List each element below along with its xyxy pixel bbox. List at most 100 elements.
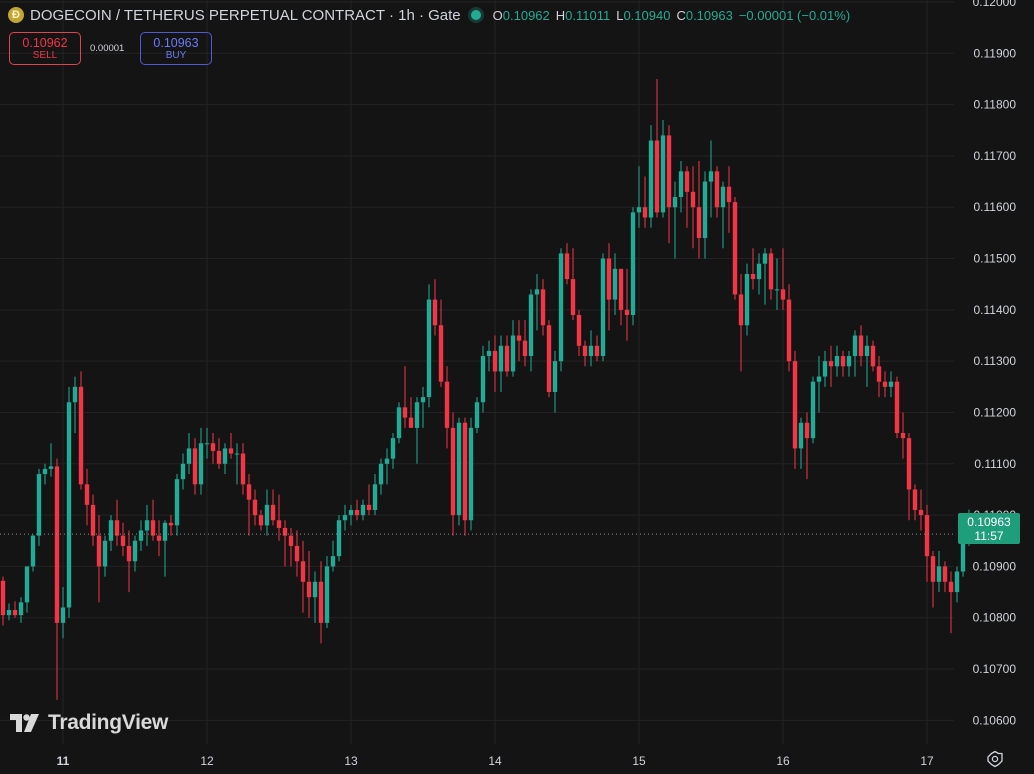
candle	[462, 417, 468, 536]
candle-body	[858, 335, 864, 357]
candle	[6, 603, 12, 621]
candle-body	[462, 422, 468, 521]
candle	[384, 448, 390, 485]
candle-body	[138, 530, 144, 541]
candle-body	[528, 294, 534, 357]
price-tick-label: 0.10800	[973, 611, 1017, 625]
candle	[792, 350, 798, 469]
candle	[558, 248, 564, 372]
candle	[918, 489, 924, 531]
price-axis[interactable]: 0.106000.107000.108000.109000.110000.111…	[973, 0, 1017, 727]
candle	[246, 474, 252, 536]
candle	[546, 320, 552, 398]
candle	[840, 350, 846, 377]
candle	[720, 181, 726, 249]
candle-body	[564, 253, 570, 280]
candle-body	[750, 273, 756, 280]
candle-body	[504, 345, 510, 372]
candle-body	[402, 407, 408, 418]
candle	[474, 397, 480, 434]
buy-button[interactable]: 0.10963 BUY	[140, 32, 212, 65]
candle-body	[594, 345, 600, 357]
sell-button[interactable]: 0.10962 SELL	[9, 32, 81, 65]
candle-body	[432, 299, 438, 326]
open-value: 0.10962	[502, 7, 550, 23]
candle-body	[762, 253, 768, 264]
candle-body	[336, 520, 342, 557]
candle	[48, 443, 54, 477]
candle	[762, 248, 768, 305]
candle	[192, 438, 198, 495]
candle-body	[738, 294, 744, 326]
candle-body	[36, 474, 42, 536]
candle	[810, 376, 816, 444]
candle	[228, 433, 234, 459]
candle	[930, 551, 936, 608]
candle	[210, 433, 216, 464]
candle	[786, 284, 792, 372]
candle	[576, 309, 582, 357]
candle	[702, 171, 708, 259]
candle-body	[828, 361, 834, 367]
symbol-title[interactable]: DOGECOIN / TETHERUS PERPETUAL CONTRACT ·…	[30, 6, 461, 24]
time-tick-label: 16	[776, 754, 790, 768]
candle-body	[702, 181, 708, 239]
gear-icon[interactable]	[986, 750, 1004, 768]
candle-body	[294, 545, 300, 562]
candle	[354, 499, 360, 521]
candle-body	[768, 253, 774, 290]
candle	[270, 489, 276, 526]
candle-body	[270, 504, 276, 521]
candle	[66, 386, 72, 618]
candle-body	[744, 273, 750, 326]
candle-body	[630, 212, 636, 315]
candle-body	[288, 535, 294, 546]
time-tick-label: 14	[488, 754, 502, 768]
candle	[96, 515, 102, 603]
candle	[552, 350, 558, 413]
candle-body	[48, 466, 54, 469]
price-tick-label: 0.10700	[973, 662, 1017, 676]
candle	[294, 530, 300, 577]
candle-body	[192, 448, 198, 485]
candle-body	[612, 268, 618, 300]
candle-body	[72, 386, 78, 403]
candle	[648, 125, 654, 228]
candle	[942, 561, 948, 593]
price-tick-label: 0.11700	[974, 149, 1017, 163]
price-tick-label: 0.11100	[974, 457, 1016, 471]
candle	[522, 320, 528, 367]
candle-body	[108, 520, 114, 541]
price-tick-label: 0.11900	[974, 46, 1017, 60]
candle	[36, 468, 42, 546]
candle	[900, 412, 906, 459]
candle	[834, 345, 840, 377]
candle-body	[924, 515, 930, 557]
candle-body	[30, 535, 36, 567]
tradingview-logo[interactable]: TradingView	[10, 711, 168, 735]
candle-body	[756, 263, 762, 280]
price-tick-label: 0.10600	[973, 713, 1017, 727]
candle-body	[378, 463, 384, 485]
time-tick-label: 13	[344, 754, 358, 768]
candle-body	[390, 438, 396, 459]
candle-body	[84, 484, 90, 505]
candle-body	[798, 422, 804, 449]
time-axis[interactable]: 11 12 13 14 15 16 17	[57, 754, 934, 768]
candle	[666, 125, 672, 244]
candle-body	[96, 535, 102, 567]
candle	[492, 335, 498, 392]
candle-body	[198, 443, 204, 485]
candle	[696, 161, 702, 259]
candle-body	[366, 504, 372, 510]
time-tick-label: 15	[632, 754, 646, 768]
price-tick-label: 0.11500	[974, 252, 1017, 266]
candle	[504, 335, 510, 377]
candle	[138, 520, 144, 552]
candle	[18, 597, 24, 623]
candle-body	[66, 402, 72, 608]
candle	[498, 335, 504, 392]
candle	[798, 417, 804, 469]
change-value: −0.00001 (−0.01%)	[738, 7, 851, 23]
